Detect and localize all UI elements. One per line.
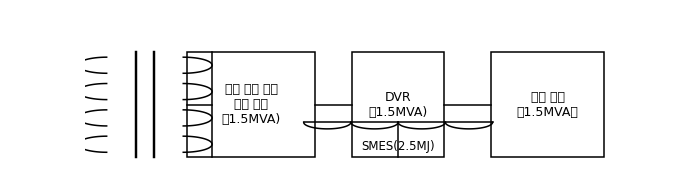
Text: DVR
（1.5MVA): DVR （1.5MVA) (368, 91, 428, 119)
Text: 저항 부하
（1.5MVA）: 저항 부하 （1.5MVA） (517, 91, 579, 119)
Bar (492, 52, 604, 157)
Text: SMES(2.5MJ): SMES(2.5MJ) (362, 140, 435, 153)
Bar (352, 52, 444, 157)
Text: 순간 전압 강하
모의 장치
（1.5MVA): 순간 전압 강하 모의 장치 （1.5MVA) (221, 83, 281, 126)
Bar (187, 52, 315, 157)
